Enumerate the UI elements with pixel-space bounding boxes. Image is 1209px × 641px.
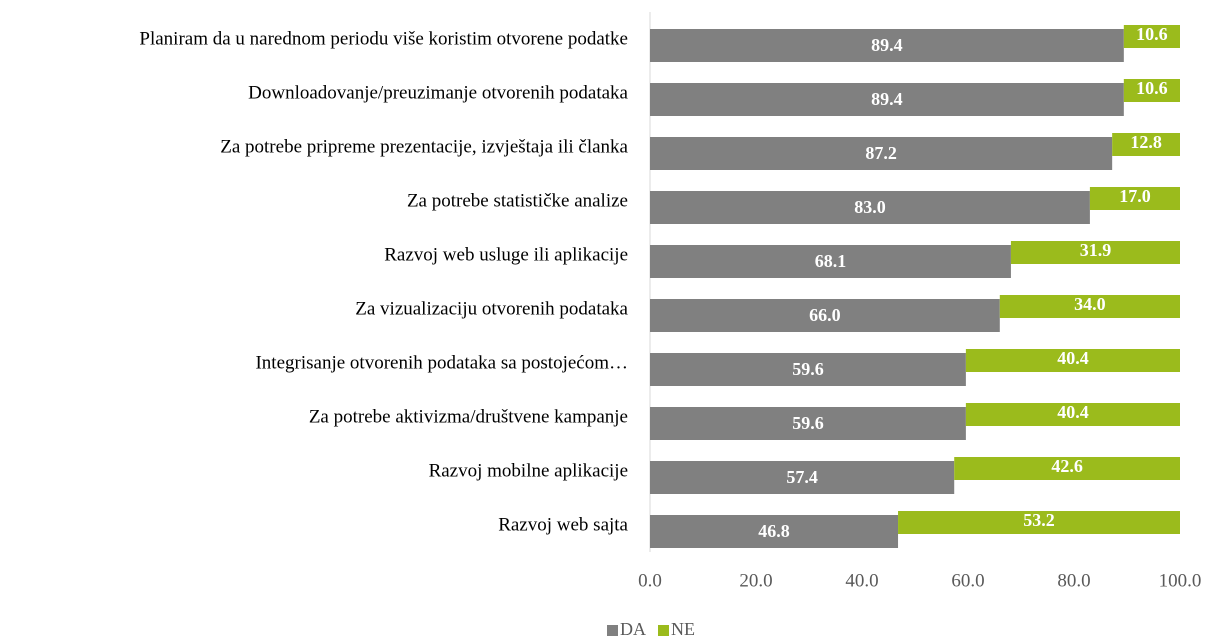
data-label: 53.2 <box>1023 510 1055 530</box>
data-label: 10.6 <box>1136 78 1168 98</box>
category-label: Downloadovanje/preuzimanje otvorenih pod… <box>248 82 628 103</box>
data-label: 40.4 <box>1057 348 1089 368</box>
data-label: 46.8 <box>758 521 790 541</box>
bar-segment <box>1089 187 1180 210</box>
category-label: Za potrebe statističke analize <box>407 190 628 211</box>
data-label: 10.6 <box>1136 24 1168 44</box>
x-tick-label: 20.0 <box>739 570 772 591</box>
data-label: 83.0 <box>854 197 886 217</box>
data-label: 17.0 <box>1119 186 1151 206</box>
data-label: 59.6 <box>792 359 824 379</box>
data-label: 89.4 <box>871 35 903 55</box>
legend-label: NE <box>671 619 695 639</box>
x-tick-label: 40.0 <box>845 570 878 591</box>
category-label: Za vizualizaciju otvorenih podataka <box>355 298 628 319</box>
bar-segment <box>650 407 966 440</box>
bar-segment <box>1112 133 1180 156</box>
bar-segment <box>999 295 1180 318</box>
category-label: Za potrebe pripreme prezentacije, izvješ… <box>220 136 628 157</box>
bar-segment <box>650 515 899 548</box>
bar-segment <box>650 353 966 386</box>
category-label: Razvoj mobilne aplikacije <box>429 460 628 481</box>
data-label: 66.0 <box>809 305 841 325</box>
bar-segment <box>1123 79 1180 102</box>
data-label: 68.1 <box>815 251 847 271</box>
data-label: 12.8 <box>1130 132 1162 152</box>
bar-segment <box>965 403 1180 426</box>
bar-segment <box>1010 241 1180 264</box>
data-label: 40.4 <box>1057 402 1089 422</box>
category-label: Razvoj web usluge ili aplikacije <box>384 244 628 265</box>
x-tick-label: 100.0 <box>1159 570 1202 591</box>
data-label: 57.4 <box>786 467 818 487</box>
data-label: 34.0 <box>1074 294 1106 314</box>
bar-segment <box>650 191 1090 224</box>
bar-segment <box>898 511 1180 534</box>
data-label: 31.9 <box>1080 240 1112 260</box>
category-label: Za potrebe aktivizma/društvene kampanje <box>309 406 628 427</box>
x-tick-label: 80.0 <box>1057 570 1090 591</box>
data-label: 87.2 <box>865 143 897 163</box>
data-label: 89.4 <box>871 89 903 109</box>
category-label: Planiram da u narednom periodu više kori… <box>139 28 628 49</box>
data-label: 59.6 <box>792 413 824 433</box>
bar-segment <box>650 245 1011 278</box>
x-tick-label: 60.0 <box>951 570 984 591</box>
category-label: Razvoj web sajta <box>498 514 628 535</box>
bar-segment <box>1123 25 1180 48</box>
bar-segment <box>954 457 1180 480</box>
bar-segment <box>650 461 955 494</box>
bar-segment <box>650 137 1113 170</box>
bar-segment <box>650 29 1124 62</box>
data-label: 42.6 <box>1051 456 1083 476</box>
category-label: Integrisanje otvorenih podataka sa posto… <box>255 352 628 373</box>
x-tick-label: 0.0 <box>638 570 662 591</box>
legend-swatch <box>607 625 618 636</box>
bar-segment <box>650 299 1000 332</box>
legend-swatch <box>658 625 669 636</box>
legend-label: DA <box>620 619 646 639</box>
bar-segment <box>965 349 1180 372</box>
bar-segment <box>650 83 1124 116</box>
